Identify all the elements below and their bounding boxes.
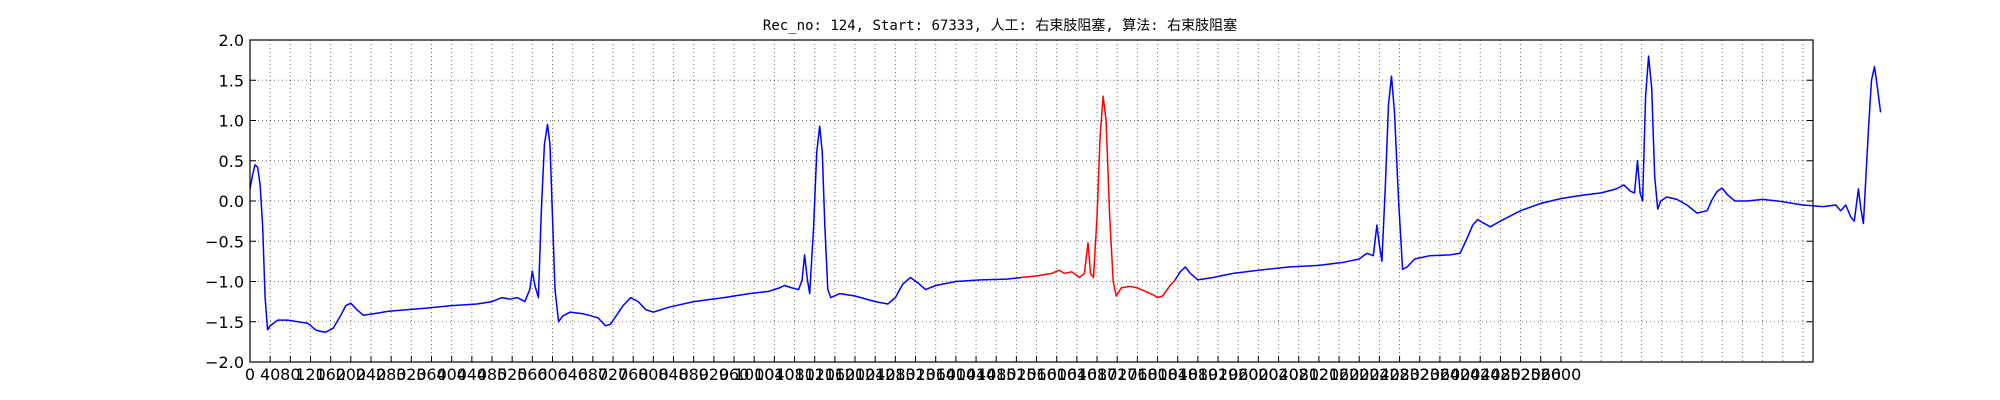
x-tick-label: 1640: [1057, 365, 1098, 384]
x-axis-ticks: 0 40 8012016020024028032036040044048052056…: [245, 356, 1581, 384]
x-tick-label: 240: [356, 365, 387, 384]
x-tick-label: 2520: [1500, 365, 1541, 384]
x-tick-label: 840: [658, 365, 689, 384]
x-tick-label: 2400: [1440, 365, 1481, 384]
x-tick-label: 320: [396, 365, 427, 384]
x-tick-label: 0: [245, 365, 255, 384]
x-tick-label: 2080: [1278, 365, 1319, 384]
x-tick-label: 160: [315, 365, 346, 384]
x-tick-label: 1920: [1198, 365, 1239, 384]
x-tick-label: 2320: [1399, 365, 1440, 384]
x-tick-label: 1880: [1178, 365, 1219, 384]
series-line: [249, 123, 1022, 333]
x-tick-label: 2600: [1541, 365, 1582, 384]
x-tick-label: 1160: [815, 365, 856, 384]
x-tick-label: 360: [416, 365, 447, 384]
x-tick-label: 1840: [1157, 365, 1198, 384]
x-tick-label: 1440: [956, 365, 997, 384]
x-tick-label: 2120: [1299, 365, 1340, 384]
grid-lines: [250, 40, 1813, 362]
x-tick-label: 2000: [1238, 365, 1279, 384]
x-tick-label: 1400: [936, 365, 977, 384]
signal-series: [249, 55, 1882, 333]
chart-title: Rec_no: 124, Start: 67333, 人工: 右束肢阻塞, 算法…: [763, 17, 1237, 34]
y-tick-label: 1.0: [219, 112, 244, 131]
x-tick-label: 40: [260, 365, 280, 384]
x-tick-label: 1760: [1117, 365, 1158, 384]
y-tick-label: −1.5: [205, 313, 244, 332]
x-tick-label: 1720: [1097, 365, 1138, 384]
x-tick-label: 1960: [1218, 365, 1259, 384]
x-tick-label: 880: [678, 365, 709, 384]
series-line: [1174, 55, 1882, 281]
x-tick-label: 2040: [1258, 365, 1299, 384]
x-tick-label: 1280: [875, 365, 916, 384]
y-axis-ticks: 2.0 1.5 1.0 0.5 0.0 −0.5 −1.0 −1.5 −2.0: [205, 31, 1813, 372]
y-tick-label: 2.0: [219, 31, 244, 50]
y-tick-label: 0.5: [219, 152, 244, 171]
x-tick-label: 2160: [1319, 365, 1360, 384]
x-tick-label: 280: [376, 365, 407, 384]
x-tick-label: 80: [280, 365, 300, 384]
x-tick-label: 2440: [1460, 365, 1501, 384]
x-tick-label: 680: [578, 365, 609, 384]
x-tick-label: 640: [557, 365, 588, 384]
x-tick-label: 1520: [996, 365, 1037, 384]
y-tick-label: 0.0: [219, 192, 244, 211]
x-tick-label: 2240: [1359, 365, 1400, 384]
x-tick-label: 2480: [1480, 365, 1521, 384]
x-tick-label: 520: [497, 365, 528, 384]
x-tick-label: 1560: [1016, 365, 1057, 384]
x-tick-label: 2200: [1339, 365, 1380, 384]
x-tick-label: 1000: [734, 365, 775, 384]
x-tick-label: 1240: [855, 365, 896, 384]
x-tick-label: 960: [719, 365, 750, 384]
x-tick-label: 800: [638, 365, 669, 384]
x-tick-label: 560: [517, 365, 548, 384]
x-tick-label: 2560: [1520, 365, 1561, 384]
x-tick-label: 1480: [976, 365, 1017, 384]
x-tick-label: 400: [436, 365, 467, 384]
x-tick-label: 1120: [794, 365, 835, 384]
x-tick-label: 2280: [1379, 365, 1420, 384]
y-tick-label: 1.5: [219, 71, 244, 90]
x-tick-label: 1360: [915, 365, 956, 384]
y-tick-label: −2.0: [205, 353, 244, 372]
x-tick-label: 1040: [754, 365, 795, 384]
x-tick-label: 920: [699, 365, 730, 384]
x-tick-label: 200: [336, 365, 367, 384]
x-tick-label: 720: [598, 365, 629, 384]
x-tick-label: 480: [477, 365, 508, 384]
x-tick-label: 1600: [1036, 365, 1077, 384]
x-tick-label: 1680: [1077, 365, 1118, 384]
x-tick-label: 120: [295, 365, 326, 384]
x-tick-label: 1800: [1137, 365, 1178, 384]
x-tick-label: 760: [618, 365, 649, 384]
y-tick-label: −0.5: [205, 232, 244, 251]
x-tick-label: 440: [457, 365, 488, 384]
x-tick-label: 1080: [774, 365, 815, 384]
x-tick-label: 1200: [835, 365, 876, 384]
x-tick-label: 600: [537, 365, 568, 384]
series-line: [1021, 95, 1176, 299]
x-tick-label: 1320: [895, 365, 936, 384]
y-tick-label: −1.0: [205, 273, 244, 292]
x-tick-label: 2360: [1420, 365, 1461, 384]
